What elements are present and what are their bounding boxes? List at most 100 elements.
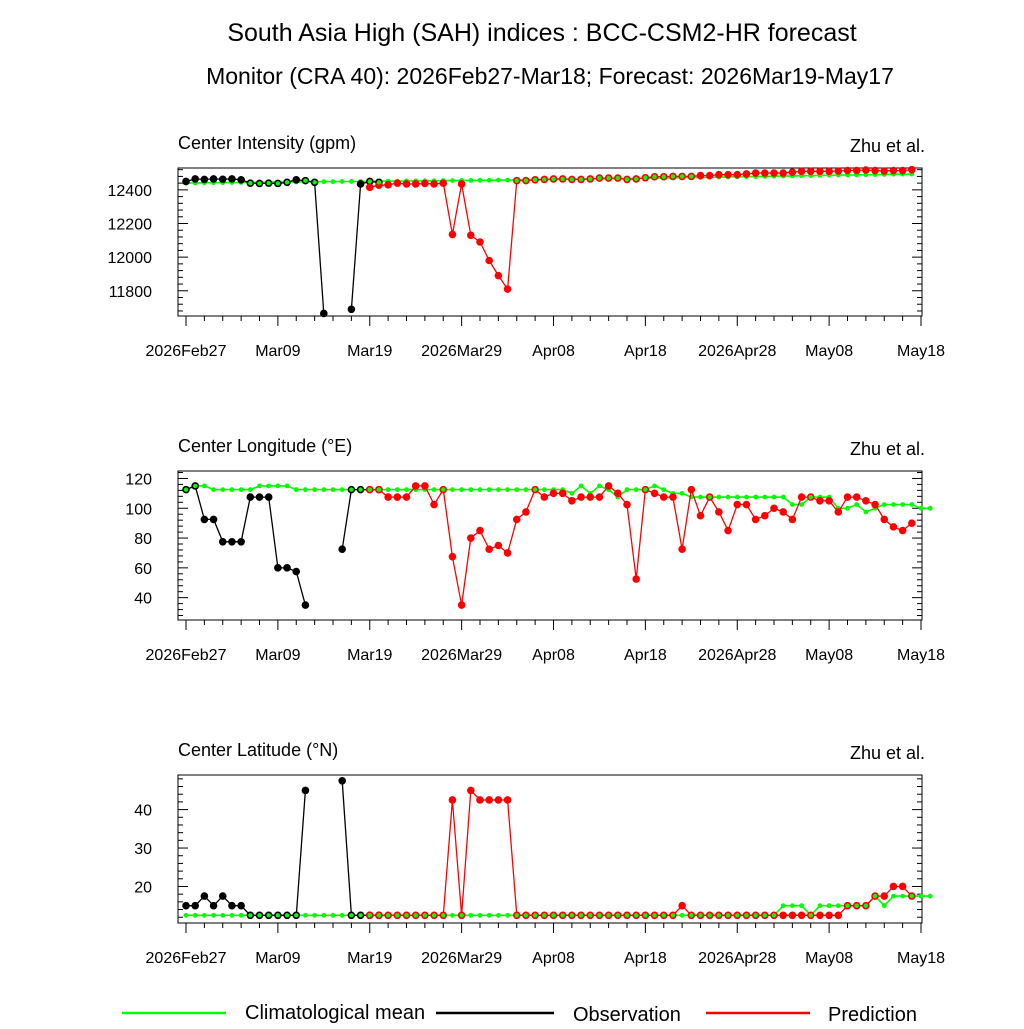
overlap-point [266, 913, 271, 918]
data-point [209, 175, 218, 183]
x-tick-label: May08 [805, 950, 853, 967]
overlap-point [569, 177, 575, 182]
data-point [834, 167, 843, 175]
data-point [623, 500, 631, 509]
data-point [450, 178, 455, 184]
y-tick-label: 100 [125, 501, 152, 518]
overlap-point [514, 178, 519, 183]
overlap-point [698, 913, 703, 918]
overlap-point [670, 913, 676, 918]
data-point [321, 487, 327, 493]
data-point [632, 575, 640, 583]
data-point [771, 494, 777, 500]
data-point [825, 167, 833, 176]
data-point [467, 534, 475, 542]
overlap-point [275, 181, 281, 186]
panel-frame [177, 470, 923, 621]
overlap-point [624, 177, 630, 182]
data-point [275, 483, 281, 489]
overlap-point [872, 893, 878, 899]
overlap-point [845, 903, 850, 908]
data-point [577, 493, 585, 501]
data-point [402, 180, 411, 188]
overlap-point [578, 913, 584, 918]
overlap-point [707, 913, 712, 918]
overlap-point [367, 179, 372, 184]
data-point [201, 483, 207, 489]
x-tick-label: 2026Mar29 [421, 647, 502, 664]
data-point [880, 515, 889, 524]
data-point [301, 786, 310, 795]
data-point [339, 179, 345, 184]
data-point [495, 177, 501, 183]
overlap-point [376, 180, 382, 185]
data-point [770, 504, 778, 513]
data-point [659, 493, 668, 501]
data-point [505, 487, 510, 493]
data-point [338, 545, 346, 554]
overlap-point [661, 174, 666, 179]
data-point [724, 526, 732, 535]
x-tick-label: Mar09 [255, 647, 300, 664]
data-point [209, 515, 218, 524]
data-point [284, 483, 290, 489]
data-point [228, 175, 236, 183]
overlap-point [744, 913, 749, 918]
x-tick-label: Mar09 [255, 343, 300, 360]
data-point [385, 487, 391, 493]
y-tick-label: 11800 [109, 284, 152, 301]
overlap-point [551, 176, 556, 182]
x-tick-label: May08 [805, 343, 853, 360]
data-point [274, 564, 282, 572]
data-point [486, 912, 492, 918]
data-point [880, 892, 889, 900]
data-point [698, 494, 703, 500]
y-tick-label: 80 [134, 531, 152, 548]
overlap-point [523, 913, 529, 918]
data-point [816, 167, 824, 176]
x-tick-label: Mar19 [347, 647, 392, 664]
overlap-point [854, 903, 859, 908]
data-point [744, 494, 749, 500]
data-point [604, 482, 613, 490]
panel-attribution: Zhu et al. [850, 136, 925, 156]
overlap-point [523, 178, 529, 183]
data-point [779, 508, 787, 516]
data-point [312, 912, 318, 918]
x-tick-label: 2026Apr28 [698, 343, 776, 360]
series-observation [182, 175, 383, 318]
overlap-point [532, 487, 538, 492]
panel-frame [177, 167, 923, 317]
data-point [788, 911, 797, 920]
data-point [927, 505, 933, 511]
series-line [185, 485, 307, 606]
data-point [503, 285, 512, 293]
data-point [862, 166, 870, 174]
data-point [788, 168, 797, 177]
data-point [430, 500, 438, 509]
data-point [678, 545, 686, 554]
data-point [330, 179, 336, 185]
data-point [816, 911, 824, 920]
data-point [751, 515, 760, 524]
data-point [514, 487, 520, 493]
data-point [211, 912, 216, 918]
data-point [393, 179, 402, 187]
y-tick-label: 12200 [108, 217, 153, 234]
data-point [494, 541, 503, 550]
overlap-point [707, 494, 712, 500]
data-point [761, 169, 769, 177]
data-point [476, 526, 484, 535]
data-point [789, 502, 795, 507]
data-point [880, 167, 889, 175]
data-point [330, 487, 336, 493]
data-point [218, 537, 227, 546]
overlap-point [863, 903, 869, 908]
data-point [871, 500, 879, 509]
x-tick-label: May08 [805, 647, 853, 664]
data-point [788, 515, 797, 524]
overlap-point [716, 913, 722, 918]
overlap-point [367, 913, 372, 918]
